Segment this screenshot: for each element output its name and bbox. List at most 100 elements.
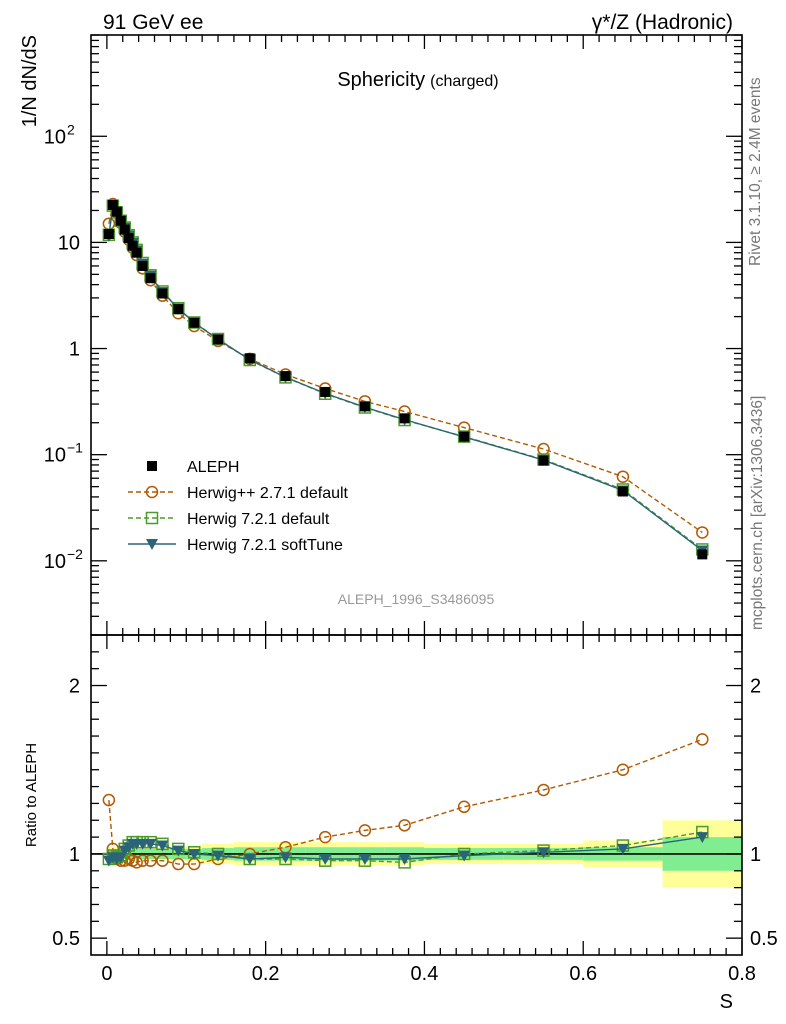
x-axis-label: S <box>720 991 733 1013</box>
point-herwigpp-271 <box>457 800 471 814</box>
point-herwigpp-271 <box>172 857 185 871</box>
data-point-aleph <box>157 288 168 299</box>
ratio-tick-label-right: 2 <box>750 676 761 698</box>
y-tick-label: 1 <box>69 339 80 361</box>
data-point-aleph <box>115 215 126 226</box>
x-tick-label: 0.2 <box>252 963 280 985</box>
y-tick-exponent: −1 <box>67 440 83 456</box>
point-herwig-721-softtune <box>458 850 471 862</box>
y-axis-label: 1/N dN/dS <box>19 35 41 127</box>
point-herwigpp-271 <box>144 854 157 867</box>
point-herwigpp-271 <box>130 856 143 869</box>
y-tick-label: 10 <box>44 445 66 467</box>
x-tick-label: 0.4 <box>411 963 439 985</box>
data-point-aleph <box>131 247 142 258</box>
legend-label: Herwig 7.2.1 default <box>187 511 330 528</box>
ratio-series <box>102 733 709 871</box>
data-point-aleph <box>359 401 370 412</box>
chart-title: Sphericity (charged) <box>337 69 498 91</box>
data-point-aleph <box>119 224 130 235</box>
point-herwigpp-271 <box>696 733 709 746</box>
point-herwig-721-softtune <box>537 847 550 859</box>
data-point-aleph <box>697 549 708 560</box>
point-herwig-721-softtune <box>146 539 158 550</box>
header-right: γ*/Z (Hadronic) <box>592 11 733 34</box>
main-series <box>102 197 709 560</box>
data-point-aleph <box>459 431 470 442</box>
data-point-aleph <box>213 334 224 345</box>
y-tick-label: 10 <box>44 551 66 573</box>
point-herwig-721-softtune <box>279 852 292 864</box>
data-point-aleph <box>123 233 134 244</box>
legend-label: Herwig++ 2.7.1 default <box>187 485 349 502</box>
point-herwig-721-softtune <box>319 854 332 865</box>
data-point-aleph <box>538 455 549 466</box>
rivet-label: Rivet 3.1.10, ≥ 2.4M events <box>747 77 764 266</box>
point-herwigpp-271 <box>398 819 411 832</box>
data-point-aleph <box>617 486 628 497</box>
chart-title-main: Sphericity <box>337 69 425 91</box>
point-herwig-721-softtune <box>114 852 127 864</box>
point-herwig-721-softtune <box>144 838 157 850</box>
ratio-tick-label-left: 1 <box>69 844 80 866</box>
point-herwig-721-softtune <box>188 848 201 860</box>
point-herwig-721-softtune <box>136 838 149 850</box>
point-herwig-721-default <box>145 511 159 525</box>
point-herwigpp-271 <box>156 854 169 867</box>
data-point-aleph <box>103 229 114 240</box>
point-herwigpp-271 <box>696 526 709 539</box>
point-herwig-721-softtune <box>156 840 169 852</box>
ratio-axis-ticks: 0 0.2 0.4 0.6 0.8 0.5 0.5 1 1 2 2 <box>52 635 778 985</box>
ratio-tick-label-left: 0.5 <box>52 928 80 950</box>
data-point-aleph <box>111 206 122 217</box>
x-tick-label: 0.6 <box>569 963 597 985</box>
legend-label: ALEPH <box>187 459 239 476</box>
ratio-y-axis-label: Ratio to ALEPH <box>23 743 40 847</box>
data-point-aleph <box>244 353 255 364</box>
x-tick-label: 0.8 <box>728 963 756 985</box>
point-herwigpp-271 <box>145 485 159 499</box>
point-herwig-721-softtune <box>358 854 371 865</box>
data-point-aleph <box>147 461 157 471</box>
point-herwigpp-271 <box>358 824 372 837</box>
point-herwig-721-softtune <box>212 850 225 862</box>
y-tick-exponent: −2 <box>67 546 83 562</box>
point-herwigpp-271 <box>537 442 550 456</box>
mcplots-label: mcplots.cern.ch [arXiv:1306.3436] <box>749 396 766 630</box>
legend-label: Herwig 7.2.1 softTune <box>187 537 343 554</box>
point-herwigpp-271 <box>318 830 332 844</box>
data-point-aleph <box>280 371 291 382</box>
series-line <box>108 201 703 534</box>
ratio-tick-label-right: 0.5 <box>750 928 778 950</box>
y-tick-label: 10 <box>44 126 66 148</box>
data-point-aleph <box>399 413 410 424</box>
point-herwig-721-softtune <box>172 845 185 857</box>
point-herwigpp-271 <box>537 783 550 797</box>
point-herwig-721-softtune <box>696 832 709 844</box>
point-herwigpp-271 <box>136 854 149 867</box>
point-herwigpp-271 <box>102 793 116 807</box>
data-point-aleph <box>189 317 200 328</box>
x-tick-label: 0 <box>101 963 112 985</box>
data-point-aleph <box>145 273 156 284</box>
data-point-aleph <box>107 200 118 211</box>
ratio-tick-label-left: 2 <box>69 676 80 698</box>
data-point-aleph <box>173 304 184 315</box>
y-tick-exponent: 2 <box>67 121 75 137</box>
analysis-id: ALEPH_1996_S3486095 <box>338 591 495 607</box>
point-herwig-721-softtune <box>243 854 256 865</box>
ratio-tick-label-right: 1 <box>750 844 761 866</box>
legend: ALEPH Herwig++ 2.7.1 default Herwig 7.2.1 … <box>128 459 349 554</box>
data-point-aleph <box>320 386 331 397</box>
chart-title-suffix: (charged) <box>430 73 498 90</box>
point-herwig-721-softtune <box>398 854 411 865</box>
header-left: 91 GeV ee <box>103 11 203 34</box>
point-herwig-721-softtune <box>616 843 629 855</box>
ratio-plot-frame <box>90 634 743 956</box>
y-tick-label: 10 <box>58 232 80 254</box>
data-point-aleph <box>137 260 148 271</box>
point-herwigpp-271 <box>616 470 630 483</box>
point-herwigpp-271 <box>616 763 630 776</box>
